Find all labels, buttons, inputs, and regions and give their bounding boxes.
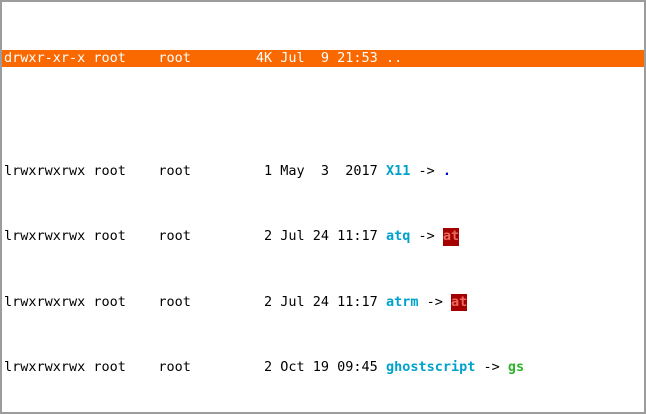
filename: .. (385, 50, 403, 66)
group: root (158, 293, 191, 310)
filename: ghostscript (385, 358, 476, 375)
group: root (158, 228, 191, 245)
symlink-target: at (442, 228, 460, 246)
permissions: lrwxrwxrwx (4, 228, 86, 245)
symlink-target: . (442, 163, 451, 180)
owner: root (93, 228, 126, 245)
permissions: lrwxrwxrwx (4, 163, 86, 180)
parent-dir-row[interactable]: drwxr-xr-x root root 4K Jul 9 21:53 .. (2, 50, 644, 68)
symlink-target: gs (507, 358, 525, 375)
file-size: 2 (264, 228, 273, 245)
mod-date: Jul 24 11:17 (280, 228, 378, 245)
file-size: 2 (264, 358, 273, 375)
permissions: lrwxrwxrwx (4, 293, 86, 310)
mod-date: Jul 24 11:17 (280, 293, 378, 310)
group: root (158, 50, 191, 66)
owner: root (93, 358, 126, 375)
file-row[interactable]: lrwxrwxrwx root root 1 May 3 2017 X11 ->… (2, 163, 644, 180)
mod-date: Oct 19 09:45 (280, 358, 378, 375)
mod-date: Jul 9 21:53 (280, 50, 378, 66)
symlink-arrow: -> (418, 163, 435, 180)
owner: root (93, 50, 126, 66)
group: root (158, 358, 191, 375)
file-row[interactable]: lrwxrwxrwx root root 2 Jul 24 11:17 atq … (2, 228, 644, 246)
permissions: drwxr-xr-x (4, 50, 86, 66)
file-row[interactable]: lrwxrwxrwx root root 2 Jul 24 11:17 atrm… (2, 293, 644, 311)
filename: atq (385, 228, 411, 245)
file-size: 2 (264, 293, 273, 310)
mod-date: May 3 2017 (280, 163, 378, 180)
group: root (158, 163, 191, 180)
filename: X11 (385, 163, 411, 180)
symlink-arrow: -> (426, 293, 443, 310)
file-row[interactable]: lrwxrwxrwx root root 2 Oct 19 09:45 ghos… (2, 359, 644, 376)
filename: atrm (385, 293, 419, 310)
owner: root (93, 293, 126, 310)
symlink-target: at (450, 293, 468, 311)
file-size: 4K (255, 50, 273, 66)
permissions: lrwxrwxrwx (4, 358, 86, 375)
file-size: 1 (264, 163, 273, 180)
symlink-arrow: -> (483, 358, 500, 375)
owner: root (93, 163, 126, 180)
symlink-arrow: -> (418, 228, 435, 245)
